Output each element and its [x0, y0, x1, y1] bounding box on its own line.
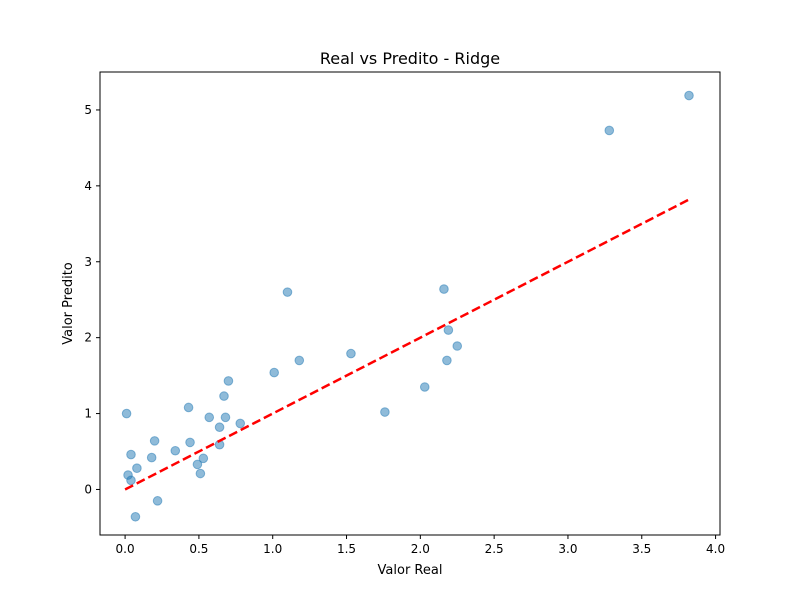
scatter-point — [121, 408, 132, 419]
chart-title: Real vs Predito - Ridge — [320, 49, 500, 68]
scatter-point — [149, 436, 160, 446]
scatter-point — [170, 445, 181, 456]
scatter-point — [195, 468, 206, 479]
scatter-point — [269, 367, 279, 378]
scatter-point — [442, 355, 452, 366]
scatter-point — [204, 412, 215, 423]
scatter-point — [380, 407, 390, 417]
scatter-point — [183, 402, 194, 413]
scatter-point — [198, 453, 209, 464]
scatter-point — [146, 452, 157, 463]
scatter-point — [214, 422, 225, 433]
y-tick-label: 2 — [84, 331, 92, 345]
axes: 0.0 0.5 1.0 1.5 2.0 2.5 3.0 3.5 4.0 0 1 2 3 4 5 — [84, 103, 725, 556]
y-tick-label: 4 — [84, 179, 92, 193]
scatter-point — [126, 475, 136, 486]
scatter-point — [235, 418, 246, 429]
scatter-point — [192, 459, 203, 470]
scatter-point — [452, 341, 463, 351]
x-axis-label: Valor Real — [378, 563, 443, 578]
reference-line — [124, 198, 690, 491]
scatter-point — [684, 90, 694, 101]
y-tick-label: 3 — [84, 255, 92, 269]
y-axis-label: Valor Predito — [61, 262, 76, 345]
x-tick-label: 1.5 — [337, 542, 356, 556]
y-tick-label: 5 — [84, 103, 92, 117]
x-tick-label: 0.5 — [189, 542, 208, 556]
x-tick-label: 1.0 — [263, 542, 282, 556]
scatter-point — [185, 437, 195, 448]
scatter-point — [419, 382, 430, 392]
scatter-point — [282, 287, 293, 297]
scatter-point — [443, 325, 454, 335]
x-tick-label: 2.0 — [411, 542, 430, 556]
scatter-point — [132, 463, 142, 474]
scatter-point — [219, 391, 229, 401]
scatter-point — [126, 449, 136, 460]
scatter-point — [346, 348, 356, 359]
scatter-point — [223, 376, 234, 386]
scatter-point — [130, 511, 141, 522]
x-tick-label: 3.0 — [558, 542, 577, 556]
scatter-point — [220, 412, 231, 423]
x-tick-label: 4.0 — [706, 542, 725, 556]
x-tick-label: 3.5 — [632, 542, 651, 556]
scatter-point — [439, 284, 449, 294]
plot-frame — [99, 71, 721, 536]
scatter-point — [294, 355, 305, 366]
x-tick-label: 2.5 — [485, 542, 504, 556]
scatter-point — [152, 496, 163, 506]
y-tick-label: 0 — [84, 482, 92, 496]
y-tick-label: 1 — [84, 407, 92, 421]
plot-marks — [121, 90, 694, 522]
x-tick-label: 0.0 — [116, 542, 135, 556]
scatter-point — [604, 125, 615, 136]
